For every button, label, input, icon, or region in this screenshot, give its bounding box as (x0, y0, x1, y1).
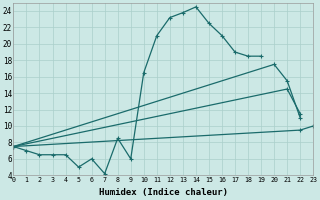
X-axis label: Humidex (Indice chaleur): Humidex (Indice chaleur) (99, 188, 228, 197)
